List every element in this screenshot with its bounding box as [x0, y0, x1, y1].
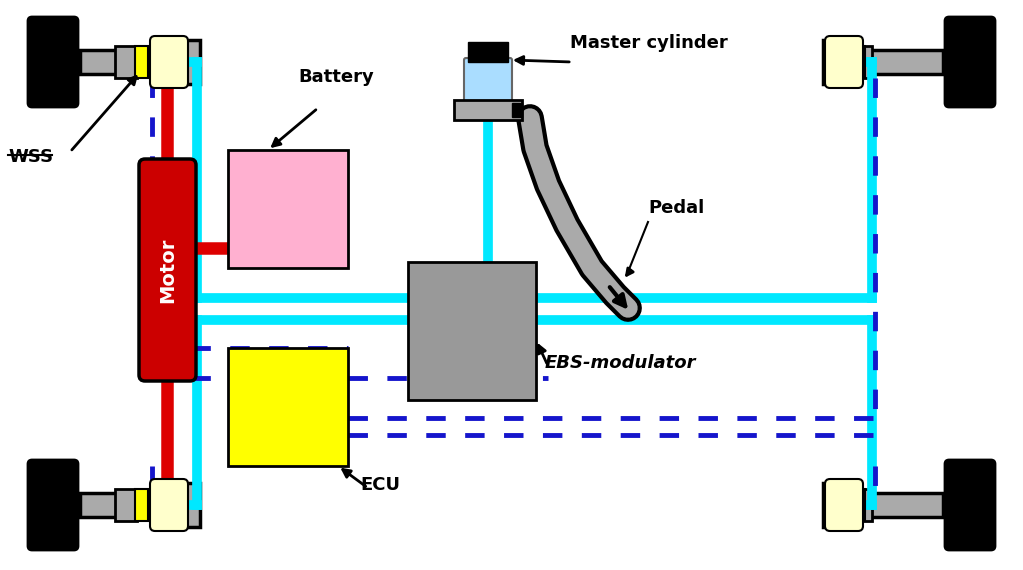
Bar	[135, 46, 148, 78]
Bar	[850, 46, 872, 78]
Text: ECU: ECU	[360, 476, 400, 494]
Bar	[115, 489, 137, 521]
Polygon shape	[822, 483, 943, 527]
Bar	[80, 494, 201, 516]
Bar	[512, 103, 522, 117]
Bar	[228, 348, 348, 466]
Text: Master cylinder: Master cylinder	[570, 34, 727, 52]
Bar	[850, 489, 872, 521]
FancyBboxPatch shape	[945, 17, 995, 107]
Bar	[115, 46, 137, 78]
Bar	[80, 51, 201, 73]
FancyBboxPatch shape	[139, 159, 196, 381]
Text: WSS: WSS	[8, 148, 53, 166]
Bar	[822, 494, 943, 516]
FancyBboxPatch shape	[150, 36, 188, 88]
Polygon shape	[822, 40, 943, 84]
Bar	[852, 46, 865, 78]
Bar	[468, 42, 508, 62]
FancyBboxPatch shape	[28, 460, 78, 550]
Bar	[408, 262, 536, 400]
Text: Battery: Battery	[298, 68, 373, 86]
Bar	[454, 100, 522, 120]
FancyBboxPatch shape	[28, 17, 78, 107]
Polygon shape	[80, 40, 201, 84]
FancyBboxPatch shape	[825, 36, 863, 88]
Bar	[852, 489, 865, 521]
Polygon shape	[80, 483, 201, 527]
Text: EBS-modulator: EBS-modulator	[545, 354, 697, 372]
Bar	[228, 150, 348, 268]
FancyBboxPatch shape	[825, 479, 863, 531]
Bar	[135, 489, 148, 521]
FancyBboxPatch shape	[464, 58, 512, 102]
Text: Pedal: Pedal	[648, 199, 704, 217]
Text: Motor: Motor	[158, 237, 177, 303]
FancyBboxPatch shape	[150, 479, 188, 531]
Bar	[822, 51, 943, 73]
FancyBboxPatch shape	[945, 460, 995, 550]
